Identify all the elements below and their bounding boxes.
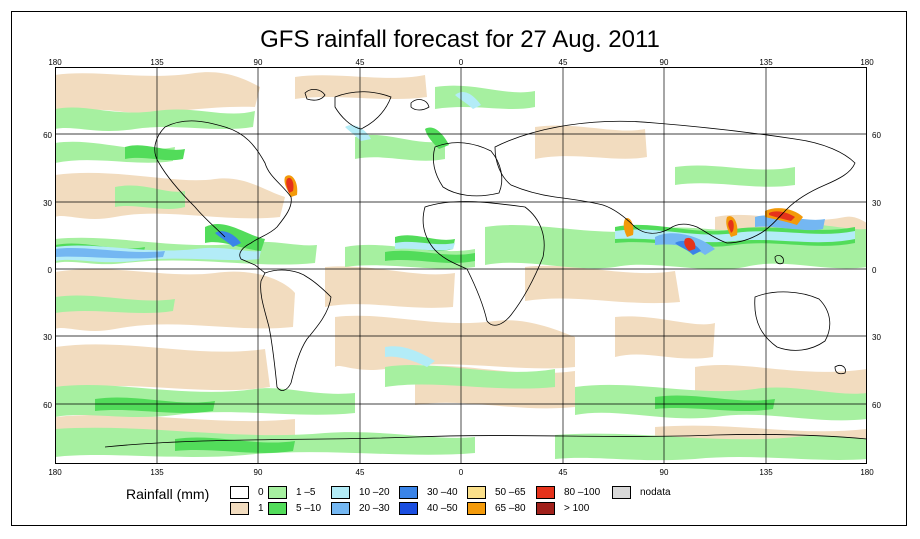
legend-item: 10 –20 xyxy=(331,485,390,499)
legend-item: > 100 xyxy=(536,501,589,515)
rainfall-20-50mm-layer xyxy=(55,215,825,259)
legend-label: 80 –100 xyxy=(564,486,601,498)
legend-item: 65 –80 xyxy=(467,501,526,515)
lon-tick-top: 135 xyxy=(150,58,164,67)
legend-swatch xyxy=(331,501,350,515)
rainfall-1-5mm-layer xyxy=(55,85,867,461)
legend-label: 5 –10 xyxy=(296,502,322,514)
legend-label: 30 –40 xyxy=(427,486,458,498)
lon-tick-bottom: 135 xyxy=(150,468,164,477)
map-title: GFS rainfall forecast for 27 Aug. 2011 xyxy=(260,26,660,53)
legend-item: 50 –65 xyxy=(467,485,526,499)
legend-label: 0 xyxy=(258,486,264,498)
legend-item: 1 –5 xyxy=(268,485,315,499)
legend-swatch xyxy=(230,501,249,515)
lon-tick-top: 45 xyxy=(355,58,365,67)
legend-swatch xyxy=(399,501,418,515)
map-border xyxy=(55,67,867,464)
lat-tick-left: 30 xyxy=(43,333,52,342)
lon-tick-top: 0 xyxy=(458,58,464,67)
rainfall-heavy-layer xyxy=(284,175,803,251)
coastlines xyxy=(104,89,867,448)
legend-item: nodata xyxy=(612,485,671,499)
lon-tick-bottom: 180 xyxy=(860,468,874,477)
lat-tick-left: 60 xyxy=(43,401,52,410)
legend-label: 10 –20 xyxy=(359,486,390,498)
lat-tick-right: 60 xyxy=(872,401,881,410)
lon-tick-bottom: 180 xyxy=(48,468,62,477)
lat-tick-right: 30 xyxy=(872,333,881,342)
legend-item: 20 –30 xyxy=(331,501,390,515)
legend-label: 1 xyxy=(258,502,264,514)
legend-swatch xyxy=(467,501,486,515)
legend-label: > 100 xyxy=(564,502,590,514)
legend-item: 0 xyxy=(230,485,264,499)
lon-tick-top: 180 xyxy=(860,58,874,67)
legend-swatch xyxy=(331,485,350,499)
lat-tick-right: 0 xyxy=(872,266,877,275)
lat-tick-right: 60 xyxy=(872,131,881,140)
legend-swatch xyxy=(536,485,555,499)
lon-tick-bottom: 0 xyxy=(458,468,464,477)
lon-tick-bottom: 90 xyxy=(253,468,263,477)
legend-swatch xyxy=(399,485,418,499)
legend-label: 65 –80 xyxy=(495,502,526,514)
legend-swatch xyxy=(268,501,287,515)
lon-tick-bottom: 45 xyxy=(558,468,568,477)
legend-label: nodata xyxy=(640,486,671,498)
legend-label: 20 –30 xyxy=(359,502,390,514)
legend-swatch xyxy=(536,501,555,515)
lon-tick-top: 135 xyxy=(759,58,773,67)
legend-swatch xyxy=(230,485,249,499)
figure-frame xyxy=(11,11,907,526)
legend-swatch xyxy=(268,485,287,499)
lon-tick-bottom: 45 xyxy=(355,468,365,477)
legend-label: 40 –50 xyxy=(427,502,458,514)
legend-swatch xyxy=(467,485,486,499)
world-rainfall-map xyxy=(55,67,867,464)
lon-tick-bottom: 90 xyxy=(659,468,669,477)
legend-swatch xyxy=(612,485,631,499)
legend-item: 40 –50 xyxy=(399,501,458,515)
lon-tick-bottom: 135 xyxy=(759,468,773,477)
lon-tick-top: 90 xyxy=(253,58,263,67)
lon-tick-top: 180 xyxy=(48,58,62,67)
lon-tick-top: 45 xyxy=(558,58,568,67)
lat-tick-left: 0 xyxy=(47,266,52,275)
lat-tick-left: 30 xyxy=(43,199,52,208)
graticule xyxy=(55,67,867,464)
legend-item: 30 –40 xyxy=(399,485,458,499)
legend-item: 80 –100 xyxy=(536,485,600,499)
lon-tick-top: 90 xyxy=(659,58,669,67)
legend-item: 5 –10 xyxy=(268,501,321,515)
legend-item: 1 xyxy=(230,501,264,515)
legend-title: Rainfall (mm) xyxy=(126,486,210,502)
lat-tick-right: 30 xyxy=(872,199,881,208)
lat-tick-left: 60 xyxy=(43,131,52,140)
legend-label: 50 –65 xyxy=(495,486,526,498)
legend-label: 1 –5 xyxy=(296,486,316,498)
